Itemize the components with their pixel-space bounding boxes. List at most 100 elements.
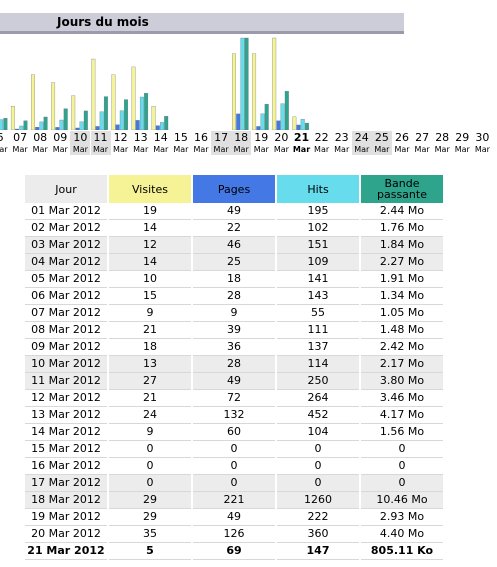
cell-pages: 132 bbox=[193, 407, 275, 424]
bar-hits bbox=[39, 121, 44, 130]
cell-jour: 16 Mar 2012 bbox=[25, 458, 107, 475]
cell-jour: 02 Mar 2012 bbox=[25, 220, 107, 237]
bar-visites bbox=[51, 82, 56, 130]
cell-bande-passante: 0 bbox=[361, 475, 443, 492]
axis-month-label: Mar bbox=[253, 145, 269, 154]
axis-day-label: 30 Mar bbox=[472, 131, 492, 155]
axis-day-number: 17 bbox=[214, 131, 229, 144]
cell-bande-passante: 4.17 Mo bbox=[361, 407, 443, 424]
axis-day-label: 17 Mar bbox=[211, 131, 232, 155]
axis-day-number: 20 bbox=[274, 131, 289, 144]
cell-hits: 250 bbox=[277, 373, 359, 390]
axis-day-number: 25 bbox=[374, 131, 389, 144]
cell-bande-passante: 805.11 Ko bbox=[361, 543, 443, 560]
cell-pages: 22 bbox=[193, 220, 275, 237]
axis-day-label: 07 Mar bbox=[10, 131, 30, 155]
cell-bande-passante: 10.46 Mo bbox=[361, 492, 443, 509]
cell-bande-passante: 2.17 Mo bbox=[361, 356, 443, 373]
cell-bande-passante: 1.48 Mo bbox=[361, 322, 443, 339]
axis-month-label: Mar bbox=[474, 145, 490, 154]
axis-month-label: Mar bbox=[0, 145, 8, 154]
cell-hits: 195 bbox=[277, 203, 359, 220]
axis-day-number: 21 bbox=[293, 131, 310, 144]
bar-bande-passante bbox=[124, 99, 128, 130]
header-visites[interactable]: Visites bbox=[109, 175, 191, 203]
bar-bande-passante bbox=[83, 110, 88, 130]
cell-jour: 13 Mar 2012 bbox=[25, 407, 107, 424]
header-pages[interactable]: Pages bbox=[193, 175, 275, 203]
cell-hits: 141 bbox=[277, 271, 359, 288]
axis-day-number: 15 bbox=[173, 131, 188, 144]
bar-pages bbox=[296, 124, 301, 130]
axis-day-number: 09 bbox=[53, 131, 68, 144]
cell-visites: 9 bbox=[109, 424, 191, 441]
bar-pages bbox=[95, 126, 100, 130]
bar-hits bbox=[160, 122, 164, 130]
axis-day-number: 30 bbox=[475, 131, 490, 144]
cell-hits: 111 bbox=[277, 322, 359, 339]
axis-day-label: 08 Mar bbox=[30, 131, 50, 155]
cell-hits: 360 bbox=[277, 526, 359, 543]
axis-day-number: 29 bbox=[455, 131, 470, 144]
axis-month-label: Mar bbox=[434, 145, 450, 154]
axis-day-label: 09 Mar bbox=[50, 131, 70, 155]
cell-jour: 14 Mar 2012 bbox=[25, 424, 107, 441]
table-row: 20 Mar 2012 35 126 360 4.40 Mo bbox=[25, 526, 443, 543]
axis-day-number: 11 bbox=[93, 131, 108, 144]
cell-visites: 0 bbox=[109, 475, 191, 492]
bar-hits bbox=[139, 96, 144, 130]
table-row: 07 Mar 2012 9 9 55 1.05 Mo bbox=[25, 305, 443, 322]
cell-visites: 24 bbox=[109, 407, 191, 424]
cell-bande-passante: 1.76 Mo bbox=[361, 220, 443, 237]
bar-hits bbox=[119, 110, 124, 130]
cell-visites: 21 bbox=[109, 322, 191, 339]
cell-pages: 49 bbox=[193, 509, 275, 526]
axis-day-label: 26 Mar bbox=[392, 131, 412, 155]
bar-bande-passante bbox=[284, 91, 289, 130]
cell-jour: 01 Mar 2012 bbox=[25, 203, 107, 220]
table-row: 21 Mar 2012 5 69 147 805.11 Ko bbox=[25, 543, 443, 560]
cell-pages: 221 bbox=[193, 492, 275, 509]
cell-visites: 19 bbox=[109, 203, 191, 220]
table-row: 12 Mar 2012 21 72 264 3.46 Mo bbox=[25, 390, 443, 407]
axis-month-label: Mar bbox=[193, 145, 209, 154]
cell-visites: 9 bbox=[109, 305, 191, 322]
table-row: 14 Mar 2012 9 60 104 1.56 Mo bbox=[25, 424, 443, 441]
cell-jour: 07 Mar 2012 bbox=[25, 305, 107, 322]
cell-bande-passante: 3.80 Mo bbox=[361, 373, 443, 390]
cell-hits: 102 bbox=[277, 220, 359, 237]
cell-jour: 18 Mar 2012 bbox=[25, 492, 107, 509]
cell-hits: 264 bbox=[277, 390, 359, 407]
axis-day-number: 16 bbox=[194, 131, 208, 144]
cell-pages: 126 bbox=[193, 526, 275, 543]
cell-visites: 0 bbox=[109, 441, 191, 458]
cell-bande-passante: 2.27 Mo bbox=[361, 254, 443, 271]
cell-bande-passante: 1.34 Mo bbox=[361, 288, 443, 305]
cell-visites: 12 bbox=[109, 237, 191, 254]
axis-month-label: Mar bbox=[213, 145, 229, 154]
header-jour[interactable]: Jour bbox=[25, 175, 107, 203]
cell-visites: 29 bbox=[109, 492, 191, 509]
bar-hits bbox=[59, 119, 64, 130]
axis-day-number: 12 bbox=[113, 131, 128, 144]
axis-month-label: Mar bbox=[334, 145, 350, 154]
axis-month-label: Mar bbox=[354, 145, 370, 154]
header-hits[interactable]: Hits bbox=[277, 175, 359, 203]
cell-bande-passante: 2.93 Mo bbox=[361, 509, 443, 526]
axis-month-label: Mar bbox=[454, 145, 470, 154]
cell-jour: 05 Mar 2012 bbox=[25, 271, 107, 288]
axis-day-number: 27 bbox=[415, 131, 430, 144]
cell-jour: 03 Mar 2012 bbox=[25, 237, 107, 254]
bar-pages bbox=[236, 113, 241, 130]
axis-day-label: 25 Mar bbox=[371, 131, 392, 155]
cell-jour: 20 Mar 2012 bbox=[25, 526, 107, 543]
table-row: 18 Mar 2012 29 221 1260 10.46 Mo bbox=[25, 492, 443, 509]
header-bande-passante[interactable]: Bande passante bbox=[361, 175, 443, 203]
cell-pages: 0 bbox=[193, 441, 275, 458]
bar-hits bbox=[79, 121, 84, 130]
bar-bande-passante bbox=[63, 108, 68, 130]
cell-visites: 27 bbox=[109, 373, 191, 390]
cell-hits: 55 bbox=[277, 305, 359, 322]
axis-day-label: 19 Mar bbox=[251, 131, 271, 155]
